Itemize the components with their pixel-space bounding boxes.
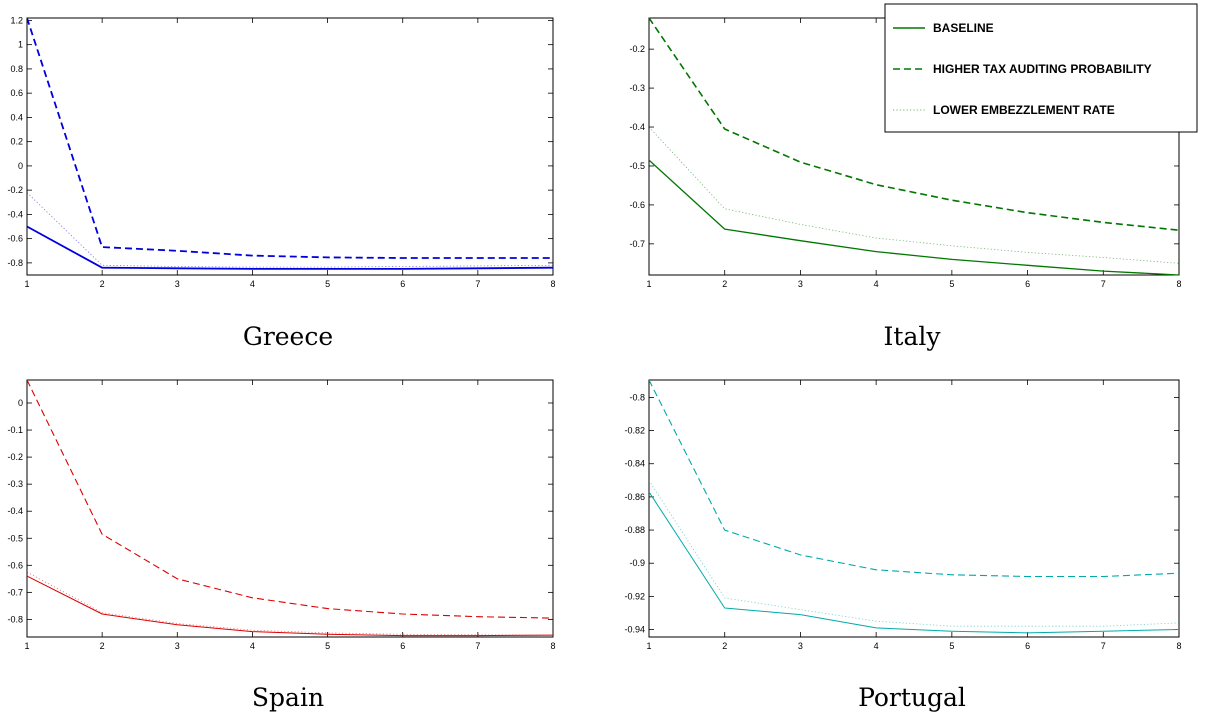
x-tick-label: 8 (550, 279, 555, 289)
y-tick-label: -0.3 (7, 479, 23, 489)
x-tick-label: 2 (100, 279, 105, 289)
caption-spain: Spain (251, 683, 325, 712)
x-tick-label: 2 (722, 279, 727, 289)
y-tick-label: 1.2 (10, 15, 23, 25)
y-tick-label: -0.7 (7, 587, 23, 597)
legend-label-higher-tax-auditing: HIGHER TAX AUDITING PROBABILITY (933, 62, 1152, 76)
y-tick-label: 1 (18, 40, 23, 50)
caption-italy: Italy (883, 322, 941, 351)
x-tick-label: 7 (475, 279, 480, 289)
y-tick-label: -0.94 (624, 625, 645, 635)
legend: BASELINE HIGHER TAX AUDITING PROBABILITY L… (884, 3, 1198, 133)
y-tick-label: 0.4 (10, 112, 23, 122)
y-tick-label: -0.9 (629, 558, 645, 568)
y-tick-label: -0.2 (629, 44, 645, 54)
y-tick-label: -0.86 (624, 492, 645, 502)
x-tick-label: 5 (949, 279, 954, 289)
x-tick-label: 5 (949, 641, 954, 651)
y-tick-label: -0.8 (629, 392, 645, 402)
y-tick-label: -0.84 (624, 459, 645, 469)
x-tick-label: 3 (175, 279, 180, 289)
x-tick-label: 6 (1025, 279, 1030, 289)
x-tick-label: 6 (400, 641, 405, 651)
x-tick-label: 3 (175, 641, 180, 651)
series-line-baseline (27, 225, 553, 270)
plot-frame (26, 379, 554, 638)
x-tick-label: 2 (722, 641, 727, 651)
x-tick-label: 8 (550, 641, 555, 651)
y-tick-label: 0 (18, 398, 23, 408)
y-tick-label: -0.1 (7, 425, 23, 435)
y-tick-label: -0.88 (624, 525, 645, 535)
x-tick-label: 4 (874, 641, 879, 651)
y-tick-label: -0.4 (7, 506, 23, 516)
x-tick-label: 7 (1101, 641, 1106, 651)
series-line-lower-embezzlement (27, 192, 553, 268)
y-tick-label: -0.6 (629, 200, 645, 210)
y-tick-label: -0.82 (624, 426, 645, 436)
y-tick-label: -0.8 (7, 258, 23, 268)
series-line-baseline (649, 491, 1179, 634)
y-tick-label: -0.2 (7, 452, 23, 462)
y-tick-label: 0.8 (10, 64, 23, 74)
x-tick-label: 4 (874, 279, 879, 289)
x-tick-label: 5 (325, 279, 330, 289)
caption-greece: Greece (242, 322, 334, 351)
caption-portugal: Portugal (858, 683, 966, 712)
chart-portugal: 1 2 3 4 5 6 7 8 -0.8 -0.82 -0.84 -0.86 -0.88 -0.9 -0.9… (624, 379, 1182, 651)
legend-label-baseline: BASELINE (933, 21, 994, 35)
series-line-higher-tax-auditing (649, 17, 1179, 231)
legend-label-lower-embezzlement: LOWER EMBEZZLEMENT RATE (933, 103, 1115, 117)
x-tick-label: 1 (24, 279, 29, 289)
x-tick-label: 3 (798, 279, 803, 289)
y-tick-label: 0.2 (10, 137, 23, 147)
x-tick-label: 1 (646, 641, 651, 651)
x-tick-label: 2 (100, 641, 105, 651)
series-line-lower-embezzlement (649, 126, 1179, 264)
x-tick-label: 7 (475, 641, 480, 651)
legend-box (884, 3, 1198, 133)
x-tick-label: 4 (250, 279, 255, 289)
x-tick-label: 4 (250, 641, 255, 651)
x-tick-label: 1 (646, 279, 651, 289)
x-tick-label: 1 (24, 641, 29, 651)
series-line-higher-tax-auditing (649, 379, 1179, 578)
x-tick-label: 6 (1025, 641, 1030, 651)
series-line-higher-tax-auditing (27, 17, 553, 259)
x-tick-label: 5 (325, 641, 330, 651)
y-tick-label: -0.92 (624, 591, 645, 601)
y-tick-label: -0.6 (7, 560, 23, 570)
y-tick-label: -0.6 (7, 234, 23, 244)
y-tick-label: -0.5 (629, 161, 645, 171)
y-tick-label: -0.3 (629, 83, 645, 93)
y-tick-label: -0.4 (7, 209, 23, 219)
x-tick-label: 6 (400, 279, 405, 289)
y-tick-label: -0.7 (629, 239, 645, 249)
x-tick-label: 8 (1176, 641, 1181, 651)
y-tick-label: -0.4 (629, 122, 645, 132)
x-tick-label: 3 (798, 641, 803, 651)
series-line-baseline (649, 159, 1179, 276)
y-tick-label: -0.8 (7, 614, 23, 624)
chart-greece: 1 2 3 4 5 6 7 8 1.2 1 0.8 0.6 0.4 0.2 0 -0.2 -0.4 -0.6 -0.… (7, 15, 555, 289)
y-tick-label: -0.5 (7, 533, 23, 543)
series-line-higher-tax-auditing (27, 379, 553, 619)
series-line-lower-embezzlement (649, 480, 1179, 627)
series-line-lower-embezzlement (27, 571, 553, 636)
plot-frame (648, 379, 1180, 638)
x-tick-label: 8 (1176, 279, 1181, 289)
plot-frame (26, 17, 554, 276)
y-tick-label: 0 (18, 161, 23, 171)
chart-spain: 1 2 3 4 5 6 7 8 0 -0.1 -0.2 -0.3 -0.4 -0.5 -0.6 -0.7 -0.… (7, 379, 556, 651)
series-line-baseline (27, 575, 553, 637)
y-tick-label: -0.2 (7, 185, 23, 195)
y-tick-label: 0.6 (10, 88, 23, 98)
x-tick-label: 7 (1101, 279, 1106, 289)
